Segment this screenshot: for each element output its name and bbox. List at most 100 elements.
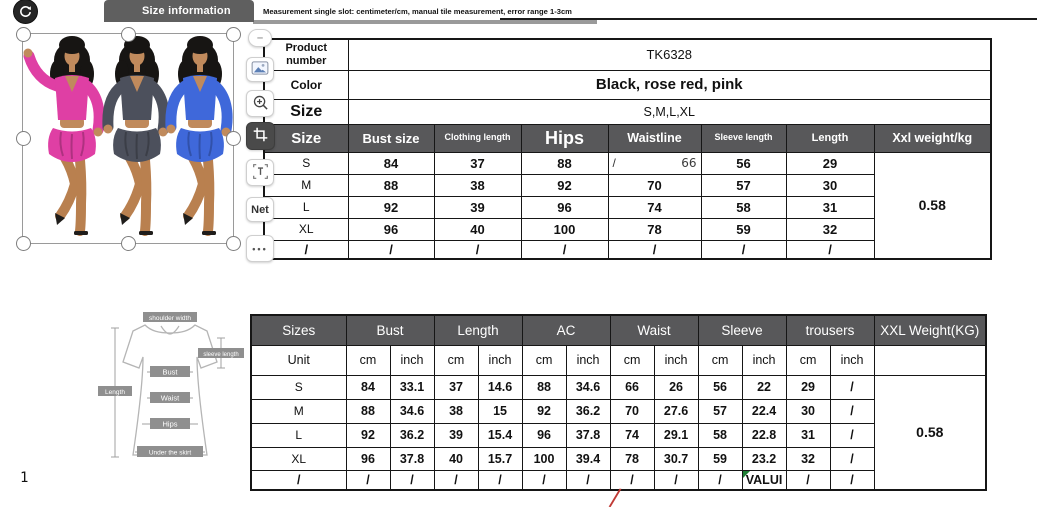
cell[interactable]: 30 (785, 173, 875, 197)
cell[interactable]: / (700, 239, 787, 260)
cell[interactable]: 38 (433, 398, 479, 424)
cell[interactable]: / (250, 469, 347, 491)
cell[interactable]: inch (477, 344, 523, 376)
selection-handle[interactable] (16, 27, 31, 42)
product-number-value[interactable]: TK6328 (347, 38, 992, 71)
cell[interactable]: 96 (345, 446, 391, 471)
cell[interactable]: 92 (520, 173, 609, 197)
cell[interactable]: / (829, 469, 875, 491)
cell[interactable]: 29 (785, 151, 875, 175)
cell[interactable]: / (433, 469, 479, 491)
selection-handle[interactable] (16, 236, 31, 251)
cell[interactable]: 31 (785, 422, 831, 448)
cell[interactable]: 92 (347, 195, 435, 219)
cell[interactable]: 96 (521, 422, 567, 448)
xxl-weight-cell[interactable]: 0.58 (873, 151, 992, 260)
cell[interactable]: / (433, 239, 522, 260)
cell[interactable]: / (607, 239, 702, 260)
cell[interactable]: 40 (433, 446, 479, 471)
selection-handle[interactable] (226, 131, 241, 146)
net-button[interactable]: Net (246, 197, 274, 222)
cell[interactable]: 29.1 (653, 422, 699, 448)
selection-handle[interactable] (121, 236, 136, 251)
cell[interactable]: M (250, 398, 347, 424)
cell[interactable]: 37.8 (565, 422, 611, 448)
cell[interactable] (873, 344, 987, 376)
cell[interactable]: XL (250, 446, 347, 471)
cell[interactable]: 32 (785, 446, 831, 471)
cell[interactable]: / (829, 422, 875, 448)
column-header[interactable]: Waist (609, 314, 699, 346)
cell[interactable]: 37 (433, 374, 479, 400)
size-information-header[interactable]: Size information (104, 0, 254, 22)
cell[interactable]: 15.4 (477, 422, 523, 448)
crop-button[interactable] (246, 122, 275, 150)
cell[interactable]: 66 (609, 374, 655, 400)
cell[interactable]: 14.6 (477, 374, 523, 400)
cell[interactable]: cm (697, 344, 743, 376)
cell[interactable]: inch (389, 344, 435, 376)
cell[interactable]: 100 (520, 217, 609, 241)
text-frame-button[interactable] (246, 159, 274, 186)
cell[interactable]: 84 (345, 374, 391, 400)
cell[interactable]: inch (565, 344, 611, 376)
column-header[interactable]: Length (785, 123, 875, 153)
cell[interactable]: 23.2 (741, 446, 787, 471)
cell[interactable]: / (785, 239, 875, 260)
cell[interactable]: cm (609, 344, 655, 376)
cell[interactable]: 37.8 (389, 446, 435, 471)
cell[interactable]: 84 (347, 151, 435, 175)
cell[interactable]: 26 (653, 374, 699, 400)
cell[interactable]: inch (829, 344, 875, 376)
unit-label[interactable]: Unit (250, 344, 347, 376)
column-header[interactable]: Clothing length (433, 123, 522, 153)
cell[interactable]: inch (653, 344, 699, 376)
refresh-icon[interactable] (13, 0, 38, 24)
column-header[interactable]: Bust (345, 314, 435, 346)
zoom-in-button[interactable] (246, 90, 274, 117)
cell[interactable]: 36.2 (389, 422, 435, 448)
cell[interactable]: 36.2 (565, 398, 611, 424)
more-button[interactable]: ••• (246, 235, 274, 262)
cell[interactable]: 96 (347, 217, 435, 241)
cell[interactable]: 22 (741, 374, 787, 400)
cell[interactable]: 22.4 (741, 398, 787, 424)
cell[interactable]: / (829, 446, 875, 471)
selection-handle[interactable] (226, 236, 241, 251)
column-header[interactable]: Hips (520, 123, 609, 153)
column-header[interactable]: Sleeve length (700, 123, 787, 153)
cell[interactable]: / (347, 239, 435, 260)
cell[interactable]: / (477, 469, 523, 491)
cell[interactable]: cm (785, 344, 831, 376)
cell[interactable]: 58 (697, 422, 743, 448)
image-button[interactable] (246, 57, 274, 82)
color-label[interactable]: Color (263, 69, 349, 100)
cell[interactable]: 88 (347, 173, 435, 197)
measurement-sketch[interactable]: shoulder width sleeve length Bust Waist … (95, 300, 245, 478)
cell[interactable]: / (653, 469, 699, 491)
cell[interactable]: 27.6 (653, 398, 699, 424)
cell[interactable]: 22.8 (741, 422, 787, 448)
cell[interactable]: 30 (785, 398, 831, 424)
cell[interactable]: L (250, 422, 347, 448)
product-number-label[interactable]: Product number (263, 38, 349, 71)
cell[interactable]: / (785, 469, 831, 491)
cell[interactable]: 40 (433, 217, 522, 241)
cell[interactable]: / (697, 469, 743, 491)
cell[interactable]: S (263, 151, 349, 175)
cell[interactable]: 15 (477, 398, 523, 424)
cell[interactable]: 88 (520, 151, 609, 175)
cell[interactable]: 70 (609, 398, 655, 424)
cell[interactable]: 32 (785, 217, 875, 241)
column-header[interactable]: Sizes (250, 314, 347, 346)
product-image-selection[interactable] (22, 33, 234, 244)
cell[interactable]: / (345, 469, 391, 491)
cell[interactable]: 33.1 (389, 374, 435, 400)
cell[interactable]: 100 (521, 446, 567, 471)
cell[interactable]: 58 (700, 195, 787, 219)
cell[interactable]: 37 (433, 151, 522, 175)
cell[interactable]: 74 (609, 422, 655, 448)
cell[interactable]: 74 (607, 195, 702, 219)
waistline-annotated-cell[interactable]: / 66 (607, 151, 702, 175)
cell[interactable]: 15.7 (477, 446, 523, 471)
